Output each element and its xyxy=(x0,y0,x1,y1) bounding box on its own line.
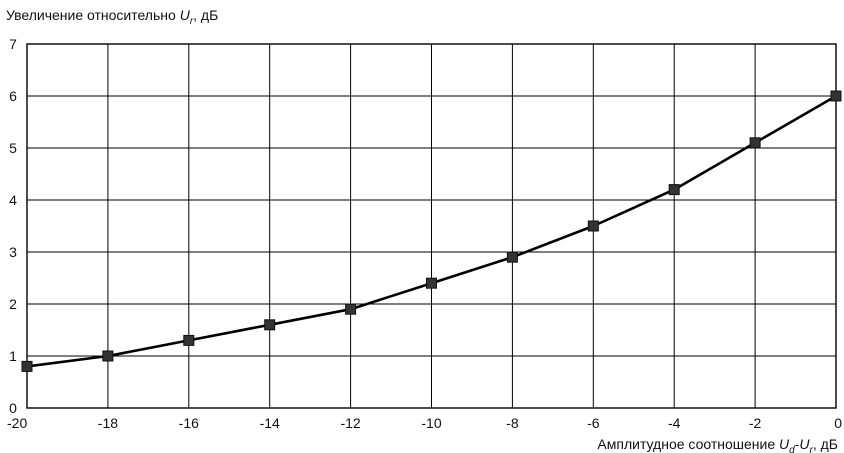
x-tick-label: -16 xyxy=(179,415,199,431)
data-point-marker xyxy=(345,303,357,315)
y-tick-label: 4 xyxy=(9,192,17,208)
plot-frame xyxy=(26,43,837,409)
data-point-marker xyxy=(264,319,276,331)
x-tick-label: -8 xyxy=(506,415,519,431)
y-tick-label: 5 xyxy=(9,140,17,156)
y-tick-label: 2 xyxy=(9,296,17,312)
y-axis-title-prefix: Увеличение относительно xyxy=(6,7,180,23)
data-point-marker xyxy=(587,220,599,232)
x-tick-label: -6 xyxy=(587,415,600,431)
series-markers xyxy=(21,90,842,372)
x-axis-title-suffix: , дБ xyxy=(813,436,838,452)
x-axis-title-prefix: Амплитудное соотношение xyxy=(597,436,779,452)
data-point-marker xyxy=(749,137,761,149)
data-point-marker xyxy=(830,90,842,102)
x-axis-title-subscript-1: d xyxy=(789,445,795,453)
x-tick-label: 0 xyxy=(834,415,842,431)
y-axis-title: Увеличение относительно Ur, дБ xyxy=(6,7,218,27)
y-axis-title-symbol: U xyxy=(180,7,191,23)
grid xyxy=(27,44,836,408)
y-tick-label: 7 xyxy=(9,36,17,52)
data-point-marker xyxy=(506,251,518,263)
x-tick-label: -4 xyxy=(668,415,681,431)
x-axis-title: Амплитудное соотношение Ud-Ur, дБ xyxy=(597,436,838,453)
data-point-marker xyxy=(102,350,114,362)
x-tick-label: -12 xyxy=(340,415,360,431)
x-tick-label: -2 xyxy=(749,415,762,431)
x-axis-title-symbol-1: U xyxy=(779,436,790,452)
y-axis-title-suffix: , дБ xyxy=(193,7,218,23)
x-tick-label: -14 xyxy=(260,415,280,431)
y-tick-label: 6 xyxy=(9,88,17,104)
x-axis-title-subscript-2: r xyxy=(810,445,814,453)
y-tick-label: 1 xyxy=(9,348,17,364)
y-tick-label: 3 xyxy=(9,244,17,260)
data-point-marker xyxy=(21,360,33,372)
y-tick-label: 0 xyxy=(9,400,17,416)
x-tick-label: -10 xyxy=(421,415,441,431)
data-point-marker xyxy=(183,334,195,346)
x-axis-title-middle: - xyxy=(795,436,800,452)
data-point-marker xyxy=(426,277,437,289)
x-tick-label: -18 xyxy=(98,415,118,431)
x-tick-label: -20 xyxy=(7,415,27,431)
data-point-marker xyxy=(668,184,680,196)
x-axis-title-symbol-2: U xyxy=(799,436,810,452)
y-axis-title-subscript: r xyxy=(190,16,194,27)
